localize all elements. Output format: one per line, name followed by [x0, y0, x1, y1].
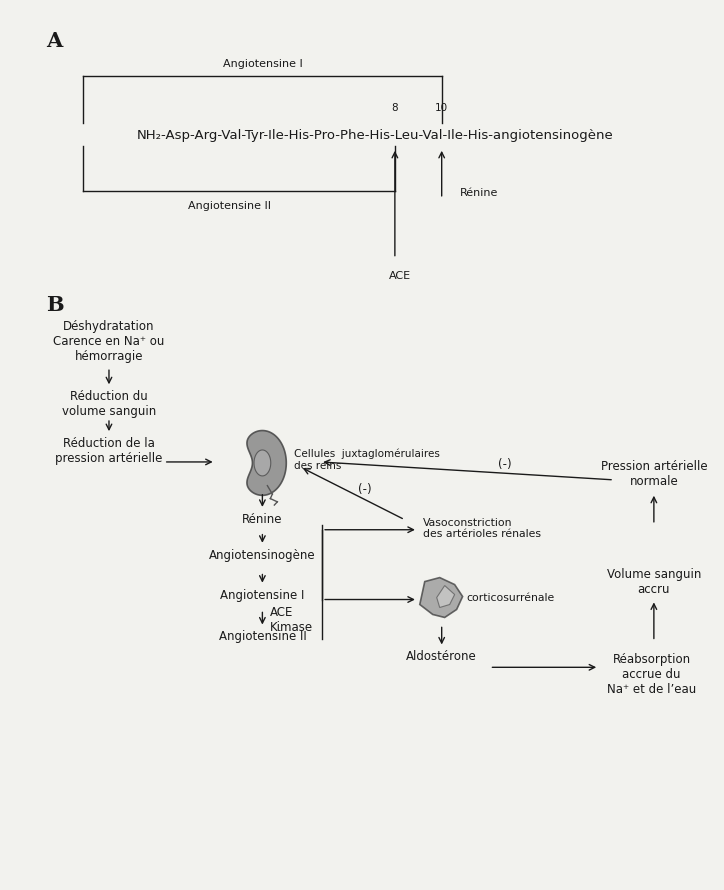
Text: NH₂-Asp-Arg-Val-Tyr-Ile-His-Pro-Phe-His-Leu-Val-Ile-His-angiotensinogène: NH₂-Asp-Arg-Val-Tyr-Ile-His-Pro-Phe-His-… [137, 129, 613, 142]
Text: A: A [46, 31, 62, 52]
Polygon shape [420, 578, 463, 618]
Text: Réduction de la
pression artérielle: Réduction de la pression artérielle [55, 437, 163, 465]
Polygon shape [254, 450, 271, 476]
Polygon shape [247, 431, 286, 496]
Text: (-): (-) [358, 483, 372, 497]
Text: Volume sanguin
accru: Volume sanguin accru [607, 568, 701, 595]
Text: Rénine: Rénine [242, 513, 282, 526]
Text: 8: 8 [392, 103, 398, 113]
Text: Angiotensine I: Angiotensine I [222, 60, 302, 69]
Text: B: B [46, 295, 64, 315]
Text: Déshydratation
Carence en Na⁺ ou
hémorragie: Déshydratation Carence en Na⁺ ou hémorra… [54, 320, 164, 363]
Text: (-): (-) [497, 458, 511, 472]
Text: Rénine: Rénine [460, 188, 498, 198]
Polygon shape [437, 586, 455, 608]
Text: corticosurrénale: corticosurrénale [466, 593, 555, 603]
Text: Angiotensine I: Angiotensine I [220, 588, 305, 602]
Text: Réduction du
volume sanguin: Réduction du volume sanguin [62, 390, 156, 418]
Text: ACE: ACE [389, 271, 411, 280]
Text: Pression artérielle
normale: Pression artérielle normale [601, 460, 707, 488]
Text: ACE
Kimase: ACE Kimase [270, 606, 313, 635]
Text: Angiotensinogène: Angiotensinogène [209, 548, 316, 562]
Text: Angiotensine II: Angiotensine II [188, 201, 271, 211]
Text: Cellules  juxtaglomérulaires
des reins: Cellules juxtaglomérulaires des reins [294, 449, 440, 471]
Text: Réabsorption
accrue du
Na⁺ et de l’eau: Réabsorption accrue du Na⁺ et de l’eau [607, 653, 696, 696]
Text: 10: 10 [435, 103, 448, 113]
Text: Aldostérone: Aldostérone [406, 651, 477, 663]
Text: Angiotensine II: Angiotensine II [219, 630, 306, 643]
Text: Vasoconstriction
des artérioles rénales: Vasoconstriction des artérioles rénales [423, 518, 541, 539]
